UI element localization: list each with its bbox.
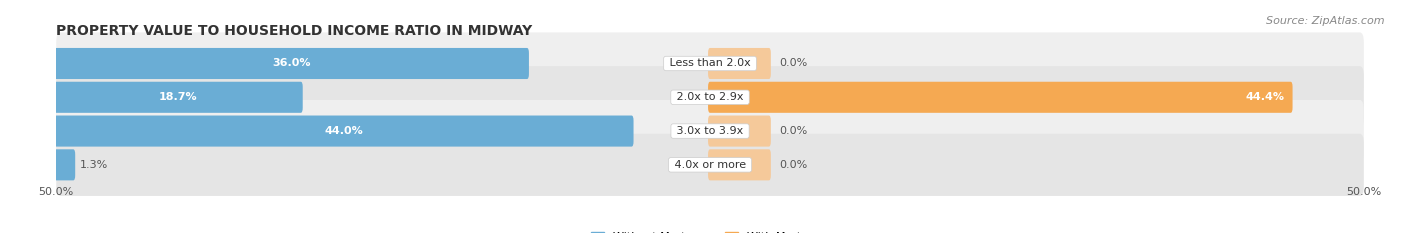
- Text: 0.0%: 0.0%: [779, 58, 807, 69]
- FancyBboxPatch shape: [709, 149, 770, 180]
- Text: 4.0x or more: 4.0x or more: [671, 160, 749, 170]
- Text: 36.0%: 36.0%: [273, 58, 311, 69]
- FancyBboxPatch shape: [56, 100, 1364, 162]
- Text: 1.3%: 1.3%: [80, 160, 108, 170]
- Text: 44.4%: 44.4%: [1246, 92, 1284, 102]
- Text: 0.0%: 0.0%: [779, 126, 807, 136]
- FancyBboxPatch shape: [709, 116, 770, 147]
- Text: 0.0%: 0.0%: [779, 160, 807, 170]
- FancyBboxPatch shape: [56, 66, 1364, 128]
- Text: Source: ZipAtlas.com: Source: ZipAtlas.com: [1267, 16, 1385, 26]
- FancyBboxPatch shape: [55, 82, 302, 113]
- FancyBboxPatch shape: [55, 149, 75, 180]
- Text: Less than 2.0x: Less than 2.0x: [666, 58, 754, 69]
- FancyBboxPatch shape: [56, 134, 1364, 196]
- FancyBboxPatch shape: [709, 48, 770, 79]
- Text: 18.7%: 18.7%: [159, 92, 198, 102]
- FancyBboxPatch shape: [709, 82, 1292, 113]
- Text: 2.0x to 2.9x: 2.0x to 2.9x: [673, 92, 747, 102]
- FancyBboxPatch shape: [56, 32, 1364, 95]
- Text: PROPERTY VALUE TO HOUSEHOLD INCOME RATIO IN MIDWAY: PROPERTY VALUE TO HOUSEHOLD INCOME RATIO…: [56, 24, 533, 38]
- Text: 3.0x to 3.9x: 3.0x to 3.9x: [673, 126, 747, 136]
- Text: 44.0%: 44.0%: [325, 126, 363, 136]
- FancyBboxPatch shape: [55, 48, 529, 79]
- Legend: Without Mortgage, With Mortgage: Without Mortgage, With Mortgage: [586, 227, 834, 233]
- FancyBboxPatch shape: [55, 116, 634, 147]
